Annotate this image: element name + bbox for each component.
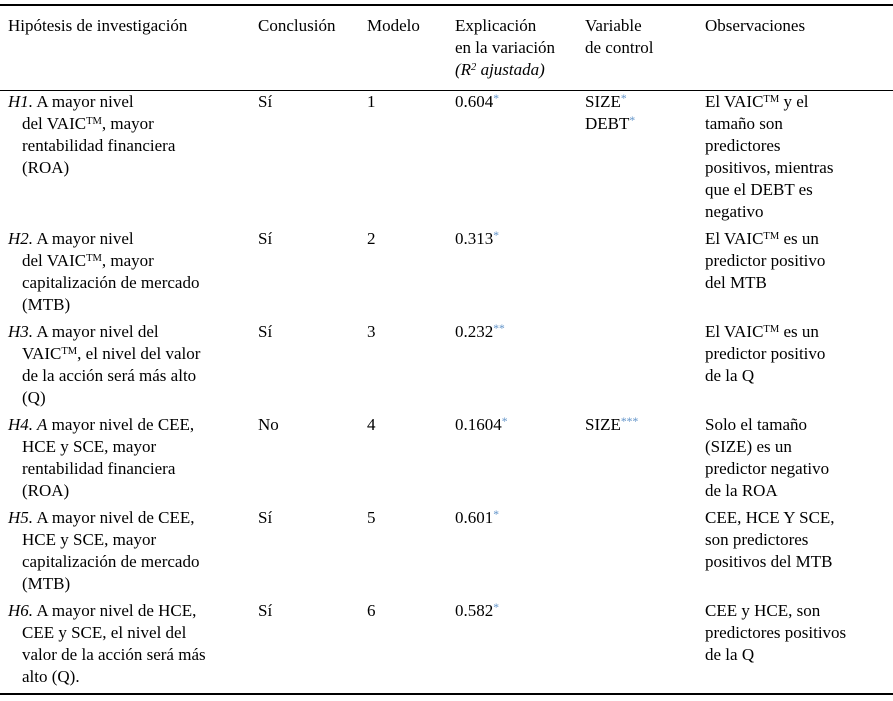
- table-row-h5: H5. A mayor nivel de CEE, HCE y SCE, mayo…: [0, 507, 893, 600]
- model-number: 4: [367, 415, 376, 434]
- model-number: 5: [367, 508, 376, 527]
- r2-value: 0.313*: [455, 228, 500, 248]
- hypothesis-text: H5. A mayor nivel de CEE, HCE y SCE, mayo…: [8, 508, 200, 593]
- model-number: 1: [367, 92, 376, 111]
- control-variables: [585, 321, 705, 414]
- hypothesis-text: H6. A mayor nivel de HCE, CEE y SCE, el n…: [8, 601, 206, 686]
- control-variables: SIZE* DEBT*: [585, 91, 636, 133]
- conclusion-value: Sí: [258, 92, 273, 111]
- r2-value: 0.604*: [455, 91, 500, 111]
- col-header-conclusion: Conclusión: [258, 5, 367, 91]
- model-number: 2: [367, 229, 376, 248]
- col-header-modelo: Modelo: [367, 5, 455, 91]
- r2-value: 0.582*: [455, 600, 500, 620]
- observations-text: El VAICTM es un predictor positivo de la Q: [705, 322, 826, 385]
- control-variables: SIZE***: [585, 414, 639, 434]
- hypothesis-text: H4. A mayor nivel de CEE, HCE y SCE, mayo…: [8, 415, 195, 500]
- model-number: 6: [367, 601, 376, 620]
- header-row: Hipótesis de investigación Conclusión Mo…: [0, 5, 893, 91]
- table-header: Hipótesis de investigación Conclusión Mo…: [0, 5, 893, 91]
- col-header-hipotesis: Hipótesis de investigación: [0, 5, 258, 91]
- table-row-h2: H2. A mayor nivel del VAICTM, mayor capita…: [0, 228, 893, 321]
- table-row-h1: H1. A mayor nivel del VAICTM, mayor rentab…: [0, 91, 893, 229]
- table-row-h3: H3. A mayor nivel del VAICTM, el nivel de…: [0, 321, 893, 414]
- hypotheses-results-table: Hipótesis de investigación Conclusión Mo…: [0, 4, 893, 695]
- conclusion-value: Sí: [258, 508, 273, 527]
- col-header-explicacion-r2: Explicación en la variación (R2 ajustada): [455, 5, 585, 91]
- observations-text: El VAICTM y el tamaño son predictores posit…: [705, 92, 834, 221]
- col-header-variable-control: Variable de control: [585, 5, 705, 91]
- observations-text: CEE y HCE, son predictores positivos de la…: [705, 601, 847, 664]
- observations-text: Solo el tamaño (SIZE) es un predictor nega…: [705, 415, 830, 500]
- table-body: H1. A mayor nivel del VAICTM, mayor rentab…: [0, 91, 893, 695]
- observations-text: CEE, HCE Y SCE, son predictores positivos …: [705, 508, 835, 571]
- r2-value: 0.601*: [455, 507, 500, 527]
- table-row-h6: H6. A mayor nivel de HCE, CEE y SCE, el n…: [0, 600, 893, 694]
- r2-value: 0.1604*: [455, 414, 508, 434]
- control-variables: [585, 600, 705, 694]
- conclusion-value: Sí: [258, 322, 273, 341]
- table-row-h4: H4. A mayor nivel de CEE, HCE y SCE, mayo…: [0, 414, 893, 507]
- col-header-observaciones: Observaciones: [705, 5, 893, 91]
- hypothesis-text: H3. A mayor nivel del VAICTM, el nivel de…: [8, 322, 201, 407]
- hypothesis-text: H2. A mayor nivel del VAICTM, mayor capita…: [8, 229, 200, 314]
- model-number: 3: [367, 322, 376, 341]
- control-variables: [585, 228, 705, 321]
- conclusion-value: Sí: [258, 601, 273, 620]
- conclusion-value: No: [258, 415, 279, 434]
- control-variables: [585, 507, 705, 600]
- r2-value: 0.232**: [455, 321, 505, 341]
- hypothesis-text: H1. A mayor nivel del VAICTM, mayor rentab…: [8, 92, 176, 177]
- conclusion-value: Sí: [258, 229, 273, 248]
- observations-text: El VAICTM es un predictor positivo del MTB: [705, 229, 826, 292]
